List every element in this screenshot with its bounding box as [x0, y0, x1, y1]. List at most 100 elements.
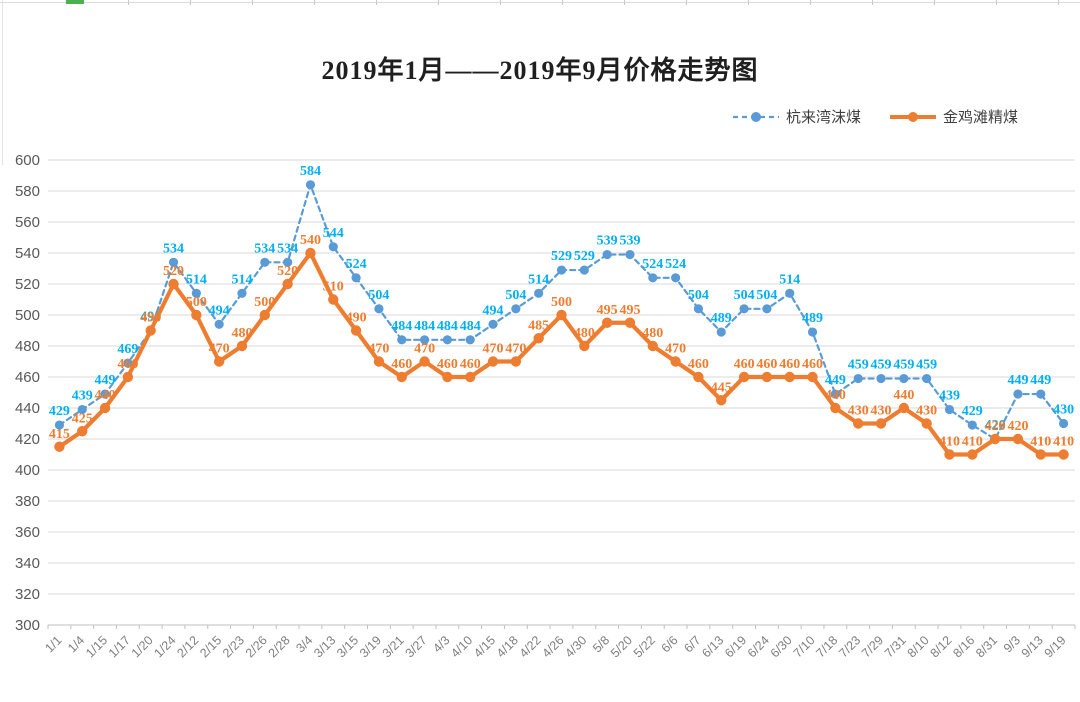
data-point-marker-0[interactable] — [967, 420, 977, 430]
data-point-marker-1[interactable] — [419, 356, 430, 367]
data-point-marker-0[interactable] — [397, 335, 407, 345]
data-point-marker-0[interactable] — [830, 389, 840, 399]
data-point-marker-0[interactable] — [123, 358, 133, 368]
data-point-marker-0[interactable] — [442, 335, 452, 345]
data-point-label-0: 459 — [893, 358, 914, 373]
data-point-marker-1[interactable] — [579, 340, 590, 352]
data-point-marker-0[interactable] — [351, 273, 361, 283]
data-point-marker-0[interactable] — [716, 327, 726, 337]
data-point-marker-1[interactable] — [1058, 449, 1069, 460]
y-axis-tick-label: 440 — [15, 400, 40, 417]
spreadsheet-column-tick — [1058, 0, 1059, 5]
data-point-marker-0[interactable] — [328, 242, 338, 252]
data-point-marker-1[interactable] — [807, 371, 818, 383]
data-point-marker-0[interactable] — [260, 257, 270, 267]
data-point-marker-0[interactable] — [785, 288, 795, 298]
data-point-marker-1[interactable] — [670, 356, 681, 367]
data-point-marker-0[interactable] — [556, 265, 567, 275]
x-axis-label: 2/28 — [266, 633, 293, 660]
data-point-marker-0[interactable] — [1058, 418, 1069, 429]
data-point-marker-1[interactable] — [967, 449, 978, 460]
data-point-marker-0[interactable] — [648, 273, 658, 283]
data-point-marker-0[interactable] — [511, 304, 521, 314]
data-point-marker-0[interactable] — [944, 404, 955, 415]
data-point-marker-1[interactable] — [191, 309, 202, 321]
data-point-marker-0[interactable] — [214, 319, 224, 329]
data-point-marker-0[interactable] — [853, 373, 863, 384]
data-point-marker-0[interactable] — [465, 335, 475, 345]
data-point-marker-1[interactable] — [556, 309, 567, 321]
data-point-marker-0[interactable] — [922, 373, 932, 384]
data-point-marker-0[interactable] — [671, 273, 681, 283]
data-point-marker-0[interactable] — [100, 389, 110, 399]
data-point-marker-1[interactable] — [716, 395, 727, 406]
data-point-marker-1[interactable] — [328, 294, 339, 305]
chart-title[interactable]: 2019年1月——2019年9月价格走势图 — [321, 56, 759, 85]
y-axis-tick-label: 520 — [15, 276, 40, 293]
data-point-marker-1[interactable] — [738, 371, 750, 383]
data-point-marker-1[interactable] — [99, 402, 111, 414]
data-point-marker-0[interactable] — [876, 373, 886, 384]
data-point-marker-0[interactable] — [374, 304, 384, 314]
data-point-marker-1[interactable] — [487, 356, 499, 367]
data-point-marker-0[interactable] — [739, 304, 749, 314]
legend-item-0[interactable]: 杭来湾沫煤 — [732, 106, 861, 127]
data-point-marker-1[interactable] — [442, 371, 453, 383]
data-point-marker-0[interactable] — [579, 265, 589, 275]
data-point-marker-1[interactable] — [373, 356, 385, 367]
data-point-marker-1[interactable] — [921, 418, 932, 429]
data-point-marker-0[interactable] — [305, 180, 316, 190]
data-point-marker-1[interactable] — [761, 371, 773, 383]
data-point-marker-0[interactable] — [191, 288, 201, 298]
data-point-marker-0[interactable] — [1013, 389, 1023, 399]
data-point-marker-0[interactable] — [625, 249, 635, 260]
data-point-marker-0[interactable] — [807, 327, 818, 337]
data-point-marker-1[interactable] — [236, 340, 248, 352]
legend-item-1[interactable]: 金鸡滩精煤 — [889, 106, 1018, 127]
data-point-marker-0[interactable] — [602, 249, 612, 260]
data-point-marker-1[interactable] — [601, 317, 613, 328]
data-point-marker-1[interactable] — [259, 309, 271, 321]
data-point-marker-1[interactable] — [77, 426, 88, 437]
data-point-marker-0[interactable] — [534, 288, 544, 298]
data-point-marker-0[interactable] — [283, 257, 293, 267]
data-point-marker-0[interactable] — [168, 257, 179, 267]
data-point-marker-1[interactable] — [396, 371, 407, 383]
data-point-marker-0[interactable] — [237, 288, 247, 298]
data-point-marker-1[interactable] — [465, 371, 476, 383]
data-point-marker-0[interactable] — [488, 319, 498, 329]
data-point-marker-0[interactable] — [77, 404, 87, 415]
data-point-label-0: 514 — [186, 272, 207, 287]
data-point-marker-1[interactable] — [624, 317, 636, 328]
data-point-marker-1[interactable] — [852, 418, 864, 429]
data-point-marker-1[interactable] — [305, 247, 316, 259]
data-point-marker-1[interactable] — [533, 333, 544, 344]
data-point-marker-0[interactable] — [899, 373, 909, 384]
data-point-marker-1[interactable] — [54, 441, 65, 452]
data-point-marker-1[interactable] — [944, 449, 955, 460]
data-point-marker-0[interactable] — [762, 304, 772, 314]
data-point-marker-1[interactable] — [510, 356, 522, 367]
data-point-label-1: 495 — [597, 303, 618, 318]
data-point-marker-0[interactable] — [419, 335, 430, 345]
data-point-marker-1[interactable] — [1012, 433, 1024, 445]
data-point-label-0: 524 — [642, 257, 663, 272]
data-point-marker-1[interactable] — [989, 433, 1001, 445]
data-point-marker-1[interactable] — [145, 325, 156, 336]
data-point-label-1: 415 — [49, 427, 70, 442]
data-point-marker-0[interactable] — [54, 420, 65, 430]
data-point-marker-1[interactable] — [784, 371, 795, 383]
data-point-marker-0[interactable] — [1036, 389, 1046, 399]
data-point-marker-1[interactable] — [350, 325, 362, 336]
data-point-marker-1[interactable] — [122, 371, 134, 383]
data-point-marker-0[interactable] — [693, 304, 704, 314]
data-point-marker-1[interactable] — [213, 356, 225, 367]
data-point-marker-1[interactable] — [282, 278, 293, 290]
data-point-marker-1[interactable] — [830, 402, 841, 414]
data-point-marker-1[interactable] — [898, 402, 910, 414]
data-point-marker-1[interactable] — [1035, 449, 1046, 460]
data-point-marker-1[interactable] — [647, 340, 658, 352]
data-point-marker-1[interactable] — [875, 418, 887, 429]
data-point-marker-1[interactable] — [693, 371, 704, 383]
data-point-marker-1[interactable] — [168, 278, 179, 290]
